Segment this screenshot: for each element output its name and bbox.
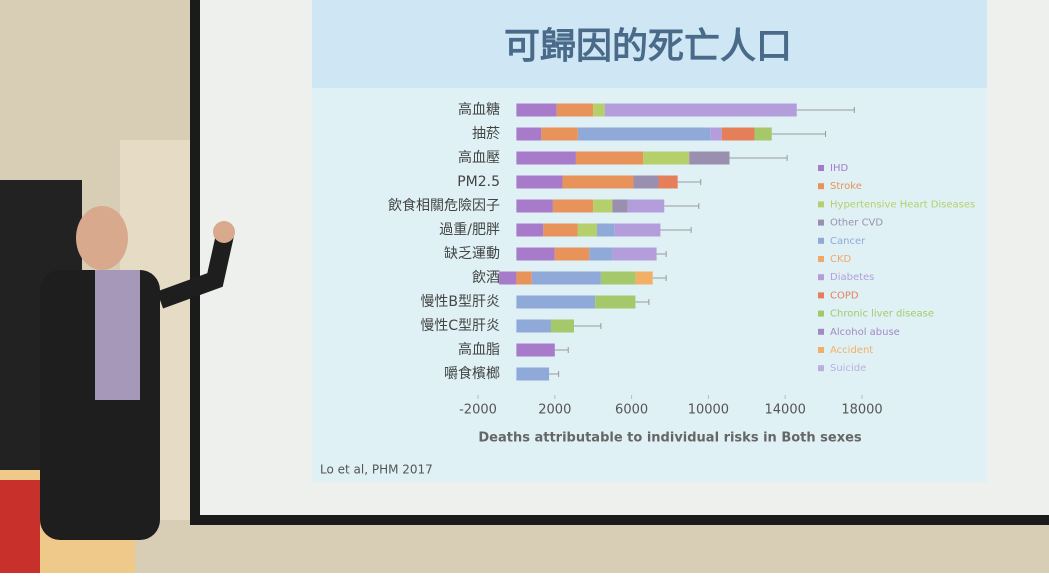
bar-segment [575,151,644,165]
category-label: 飲酒 [472,270,500,286]
bar-segment [689,151,730,165]
bar-segment [516,103,557,117]
legend-swatch [818,256,824,262]
legend-swatch [818,201,824,208]
bar-segment [552,199,594,213]
person-arm [156,233,234,309]
bar-segment [516,343,555,357]
category-label: 過重/肥胖 [439,222,500,238]
x-tick-label: 18000 [841,403,882,418]
category-label: 高血脂 [458,341,500,358]
bar-segment [643,151,690,165]
legend-label: Accident [830,345,873,356]
bar-segment [562,175,634,189]
legend-swatch [818,365,824,372]
legend-label: Other CVD [830,218,883,229]
legend-swatch [818,165,824,171]
source: Lo et al, PHM 2017 [320,463,433,477]
bar-segment [516,295,596,309]
x-tick-label: 6000 [615,403,648,418]
bar-segment [595,295,636,309]
bar-segment [593,199,613,213]
category-label: 飲食相關危險因子 [388,197,500,214]
title-band [312,0,987,88]
bar-segment [754,127,772,141]
bar-segment [577,127,711,141]
bar-segment [658,175,678,189]
bar-segment [635,271,653,285]
legend-swatch [818,310,824,317]
legend-label: Hypertensive Heart Diseases [830,199,975,210]
bar-segment [499,271,517,285]
legend-label: CKD [830,254,852,265]
x-axis-label: Deaths attributable to individual risks … [478,431,862,446]
bar-segment [597,223,615,237]
bar-segment [710,127,722,141]
legend-swatch [818,274,824,281]
legend-swatch [818,292,824,299]
legend-label: Suicide [830,363,866,374]
bar-segment [516,223,544,237]
category-label: 缺乏運動 [444,246,500,262]
person-shirt [95,270,140,400]
bar-segment [612,199,628,213]
cloth [0,480,40,573]
bar-segment [554,247,590,261]
bar-segment [556,103,594,117]
category-label: 高血壓 [458,149,500,166]
legend-label: Stroke [830,181,862,192]
category-label: 高血糖 [458,101,500,118]
legend-label: Chronic liver disease [830,309,934,320]
bar-segment [516,247,555,261]
bar-segment [516,175,563,189]
person-hand [213,221,235,243]
bar-segment [577,223,598,237]
category-label: PM2.5 [457,174,500,190]
x-tick-label: 2000 [538,403,571,418]
x-tick-label: 14000 [765,403,806,418]
bar-segment [550,319,574,333]
bar-segment [543,223,578,237]
category-label: 嚼食檳榔 [444,365,500,382]
bar-segment [589,247,613,261]
legend-swatch [818,183,824,190]
legend-label: COPD [830,290,859,301]
bar-segment [593,103,605,117]
legend-swatch [818,328,824,335]
x-tick-label: -2000 [459,403,497,418]
bar-segment [612,247,657,261]
bar-segment [627,199,665,213]
bar-segment [600,271,636,285]
legend-label: Diabetes [830,272,874,283]
legend-swatch [818,237,824,244]
x-tick-label: 10000 [688,403,729,418]
legend-swatch [818,219,824,226]
category-label: 慢性C型肝炎 [420,317,500,334]
bar-segment [721,127,755,141]
bar-segment [516,271,532,285]
bar-segment [531,271,601,285]
bar-segment [516,199,553,213]
legend-label: Alcohol abuse [830,327,900,338]
legend-label: IHD [830,163,848,174]
slide-title: 可歸因的死亡人口 [504,26,792,67]
bar-segment [614,223,661,237]
bar-segment [633,175,659,189]
person-head [76,206,128,270]
bar-segment [604,103,797,117]
bar-segment [541,127,578,141]
legend-label: Cancer [830,236,866,247]
category-label: 抽菸 [472,126,500,142]
category-label: 慢性B型肝炎 [420,293,500,310]
bar-segment [516,367,550,381]
legend-swatch [818,347,824,353]
bar-segment [516,319,551,333]
bar-segment [516,127,542,141]
bar-segment [516,151,576,165]
